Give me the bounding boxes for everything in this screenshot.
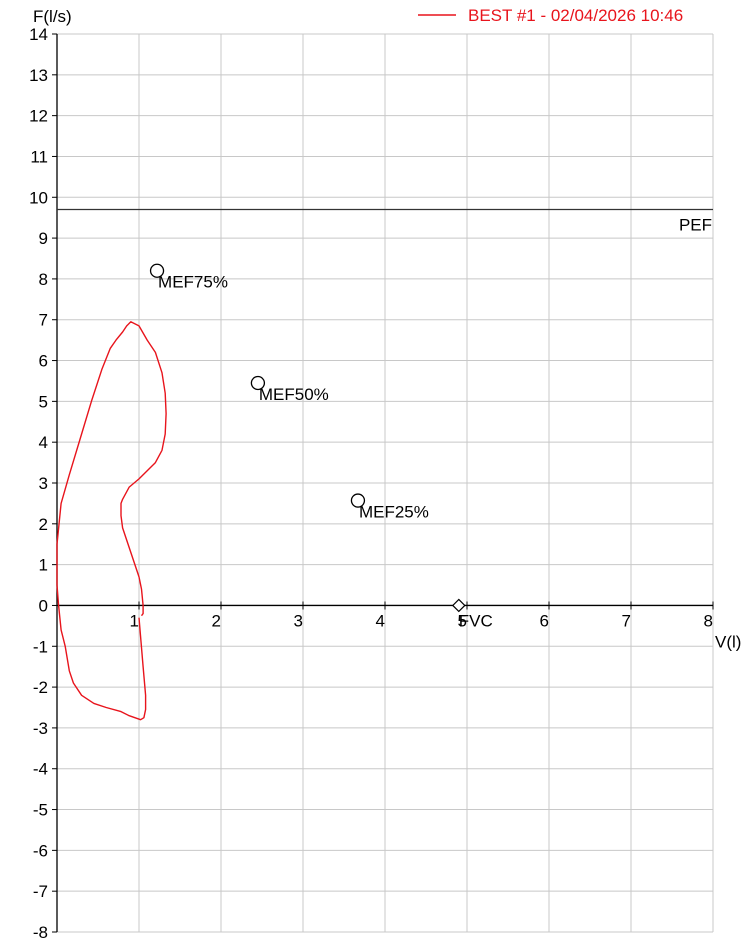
y-tick-label-2: 2: [39, 515, 48, 534]
y-tick-label--5: -5: [33, 801, 48, 820]
x-tick-label-7: 7: [622, 611, 631, 630]
x-tick-label-5: 5: [458, 611, 467, 630]
y-tick-label-7: 7: [39, 311, 48, 330]
y-axis-label: F(l/s): [33, 7, 72, 26]
series-lines: [56, 321, 167, 721]
y-tick-label-9: 9: [39, 229, 48, 248]
fvc-label: FVC: [459, 611, 493, 630]
y-tick-label--7: -7: [33, 882, 48, 901]
pef-label: PEF: [679, 216, 712, 235]
y-tick-label-5: 5: [39, 392, 48, 411]
y-tick-label-12: 12: [29, 107, 48, 126]
y-tick-label-3: 3: [39, 474, 48, 493]
x-tick-label-1: 1: [130, 611, 139, 630]
y-tick-label--3: -3: [33, 719, 48, 738]
mef25--marker: [350, 493, 366, 508]
y-tick-label--1: -1: [33, 637, 48, 656]
mef50--marker: [250, 375, 266, 391]
y-tick-label-4: 4: [39, 433, 48, 452]
axes: [56, 34, 713, 932]
tick-labels: 1 2 3 4 5 6 7 814131211109876543210-1-2-3-4-5-6…: [29, 25, 713, 942]
y-tick-label--6: -6: [33, 841, 48, 860]
reference-markers: PEF MEF75% MEF50% MEF25% FVC: [57, 208, 713, 630]
y-tick-label-10: 10: [29, 188, 48, 207]
y-tick-label--2: -2: [33, 678, 48, 697]
legend: BEST #1 - 02/04/2026 10:46: [418, 6, 683, 25]
x-tick-label-3: 3: [294, 611, 303, 630]
mef75--marker: [149, 263, 165, 278]
mef50--label: MEF50%: [259, 385, 329, 404]
y-tick-label--4: -4: [33, 760, 48, 779]
y-tick-label-13: 13: [29, 66, 48, 85]
y-tick-label-0: 0: [39, 596, 48, 615]
series-line-0: [56, 321, 167, 721]
x-axis-label: V(l): [715, 632, 741, 651]
y-tick-label-14: 14: [29, 25, 48, 44]
grid-lines: [52, 33, 714, 933]
y-tick-label-6: 6: [39, 352, 48, 371]
x-tick-label-6: 6: [540, 611, 549, 630]
x-tick-label-4: 4: [376, 611, 385, 630]
y-tick-label-1: 1: [39, 556, 48, 575]
mef25--label: MEF25%: [359, 503, 429, 522]
y-tick-label--8: -8: [33, 923, 48, 942]
y-tick-label-11: 11: [30, 147, 48, 166]
x-tick-label-8: 8: [704, 611, 713, 630]
mef75--label: MEF75%: [158, 273, 228, 292]
fvc-marker: [451, 598, 466, 613]
legend-label: BEST #1 - 02/04/2026 10:46: [468, 6, 683, 25]
y-tick-label-8: 8: [39, 270, 48, 289]
x-tick-label-2: 2: [212, 611, 221, 630]
